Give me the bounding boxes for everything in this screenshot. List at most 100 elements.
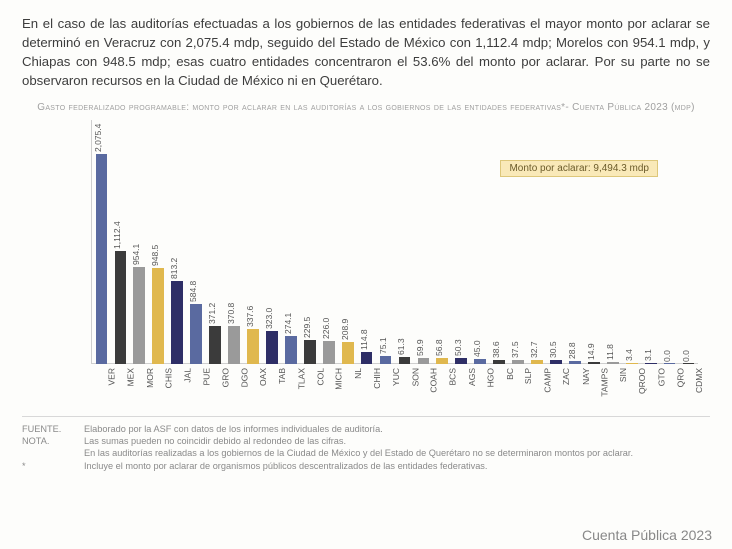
bar-category-label: OAX <box>258 368 268 386</box>
bar-col-hgo: 45.0HGO <box>471 359 490 364</box>
bar-value-label: 45.0 <box>472 340 482 357</box>
bar-category-label: NL <box>353 368 363 379</box>
bar-category-label: JAL <box>183 368 193 383</box>
footnote-row: NOTA.Las sumas pueden no coincidir debid… <box>22 435 710 447</box>
bar-value-label: 11.8 <box>605 344 615 360</box>
bar-category-label: CAMP <box>543 368 553 393</box>
footer-label: Cuenta Pública 2023 <box>582 527 712 543</box>
bar-col-gto: 3.1GTO <box>641 363 660 364</box>
bar-col-nay: 28.8NAY <box>565 361 584 364</box>
bar-col-oax: 337.6OAX <box>244 329 263 363</box>
bar-value-label: 14.9 <box>586 344 596 361</box>
bar-value-label: 37.5 <box>510 341 520 358</box>
bar <box>285 336 297 364</box>
bar <box>342 342 354 363</box>
bar <box>152 268 164 364</box>
bar-value-label: 30.5 <box>548 342 558 359</box>
bar-category-label: VER <box>107 368 117 385</box>
bar <box>209 326 221 364</box>
bar-value-label: 813.2 <box>169 258 179 279</box>
bar <box>323 341 335 364</box>
bar-value-label: 274.1 <box>283 313 293 334</box>
bar-category-label: GRO <box>221 368 231 387</box>
bar-col-ags: 50.3AGS <box>452 358 471 363</box>
bar-value-label: 337.6 <box>245 306 255 327</box>
page-root: En el caso de las auditorías efectuadas … <box>0 0 732 549</box>
bar <box>171 281 183 363</box>
bar-category-label: MICH <box>334 368 344 390</box>
bar-col-sin: 11.8SIN <box>603 362 622 363</box>
bar-col-zac: 30.5ZAC <box>547 360 566 363</box>
bar-category-label: HGO <box>486 368 496 387</box>
bar-value-label: 59.9 <box>415 339 425 356</box>
bar-col-son: 61.3SON <box>395 357 414 363</box>
footnote-key: FUENTE. <box>22 423 84 435</box>
bar-col-slp: 37.5SLP <box>509 360 528 364</box>
bar-category-label: PUE <box>202 368 212 385</box>
bar-value-label: 208.9 <box>340 319 350 340</box>
bar-value-label: 584.8 <box>188 281 198 302</box>
bar-col-qroo: 3.4QROO <box>622 363 641 364</box>
bar-value-label: 371.2 <box>207 303 217 324</box>
bar-chart: Monto por aclarar: 9,494.3 mdp 2,075.4VE… <box>92 120 698 410</box>
footnote-text: Las sumas pueden no coincidir debido al … <box>84 435 346 447</box>
bar-category-label: QRO <box>675 368 685 387</box>
bar-category-label: SLP <box>524 368 534 384</box>
bar <box>512 360 524 364</box>
footnote-row: En las auditorías realizadas a los gobie… <box>22 447 710 459</box>
footnote-key <box>22 447 84 459</box>
bar <box>607 362 619 363</box>
bar-category-label: QROO <box>637 368 647 394</box>
bar <box>304 340 316 363</box>
bar <box>96 154 108 364</box>
bar-value-label: 61.3 <box>396 339 406 356</box>
bar <box>399 357 411 363</box>
bar-category-label: SON <box>410 368 420 386</box>
bar-category-label: CHIH <box>372 368 382 389</box>
bar-col-tab: 323.0TAB <box>262 331 281 364</box>
bar <box>645 363 657 364</box>
bar-value-label: 323.0 <box>264 308 274 329</box>
bar <box>493 360 505 364</box>
bar-category-label: SIN <box>618 368 628 382</box>
bar-col-yuc: 75.1YUC <box>376 356 395 364</box>
footnote-text: En las auditorías realizadas a los gobie… <box>84 447 633 459</box>
footnote-row: FUENTE.Elaborado por la ASF con datos de… <box>22 423 710 435</box>
bar-col-coah: 59.9COAH <box>414 358 433 364</box>
bar-category-label: MEX <box>126 368 136 386</box>
bar-category-label: TLAX <box>296 368 306 389</box>
bar-value-label: 3.4 <box>624 349 634 361</box>
bar-value-label: 3.1 <box>643 349 653 361</box>
bar-col-nl: 208.9NL <box>338 342 357 363</box>
bar-col-mich: 226.0MICH <box>319 341 338 364</box>
chart-title: Gasto federalizado programable: monto po… <box>32 101 700 114</box>
bar <box>664 363 676 364</box>
bar <box>361 352 373 364</box>
bar-value-label: 954.1 <box>131 244 141 265</box>
bar-category-label: CHIS <box>164 368 174 388</box>
bar-category-label: CDMX <box>694 368 704 393</box>
bar <box>455 358 467 363</box>
bar-value-label: 1,112.4 <box>112 221 122 249</box>
bar <box>474 359 486 364</box>
bar-col-cdmx: 0.0CDMX <box>679 363 698 364</box>
bar <box>133 267 145 364</box>
bar <box>569 361 581 364</box>
bar-col-tlax: 274.1TLAX <box>281 336 300 364</box>
bar-category-label: NAY <box>580 368 590 385</box>
bar-col-qro: 0.0QRO <box>660 363 679 364</box>
bar <box>531 360 543 363</box>
bar-value-label: 2,075.4 <box>93 123 103 151</box>
bar-value-label: 32.7 <box>529 342 539 359</box>
bar-value-label: 0.0 <box>681 350 691 362</box>
intro-paragraph: En el caso de las auditorías efectuadas … <box>22 14 710 91</box>
bar-category-label: DGO <box>240 368 250 387</box>
bar-col-chih: 114.8CHIH <box>357 352 376 364</box>
bar <box>683 363 695 364</box>
bar-col-mor: 954.1MOR <box>130 267 149 364</box>
bar <box>247 329 259 363</box>
bar-value-label: 28.8 <box>567 342 577 359</box>
bar <box>626 363 638 364</box>
bar-col-dgo: 370.8DGO <box>225 326 244 364</box>
bar <box>266 331 278 364</box>
